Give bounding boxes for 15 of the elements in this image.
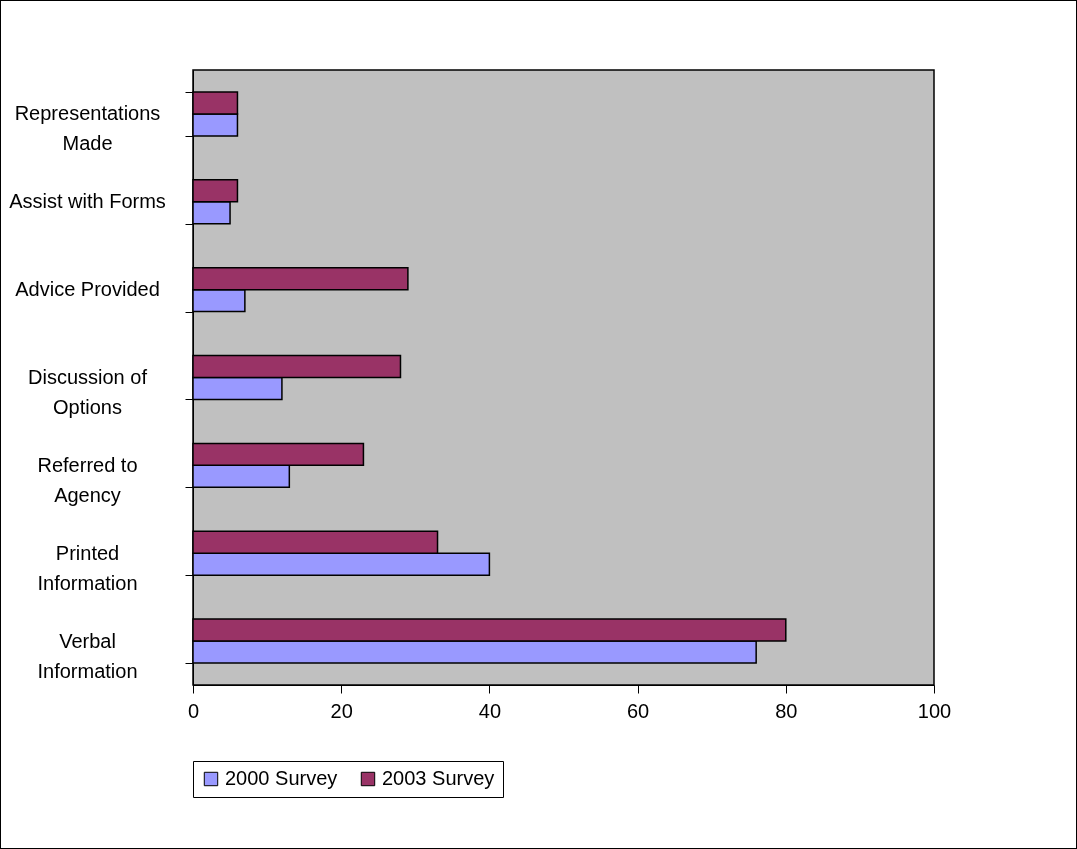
- legend-label: 2003 Survey: [382, 767, 495, 789]
- y-tick-label: Discussion of Options: [28, 366, 148, 418]
- x-tick-label: 20: [330, 699, 353, 722]
- x-tick-label: 100: [917, 699, 952, 722]
- x-tick-label: 60: [626, 699, 650, 722]
- legend-label: 2000 Survey: [225, 767, 338, 789]
- y-tick-label: Printed Information: [37, 541, 138, 594]
- x-tick-label: 80: [775, 699, 798, 722]
- y-tick-label: Assist with Forms: [9, 190, 166, 213]
- y-tick-label: Representations Made: [14, 102, 161, 155]
- y-tick-label: Verbal Information: [37, 629, 138, 682]
- x-tick-label: 0: [187, 699, 200, 722]
- y-tick-label: Referred to Agency: [37, 453, 138, 506]
- y-tick-label: Advice Provided: [15, 278, 160, 301]
- x-tick-label: 40: [478, 699, 502, 722]
